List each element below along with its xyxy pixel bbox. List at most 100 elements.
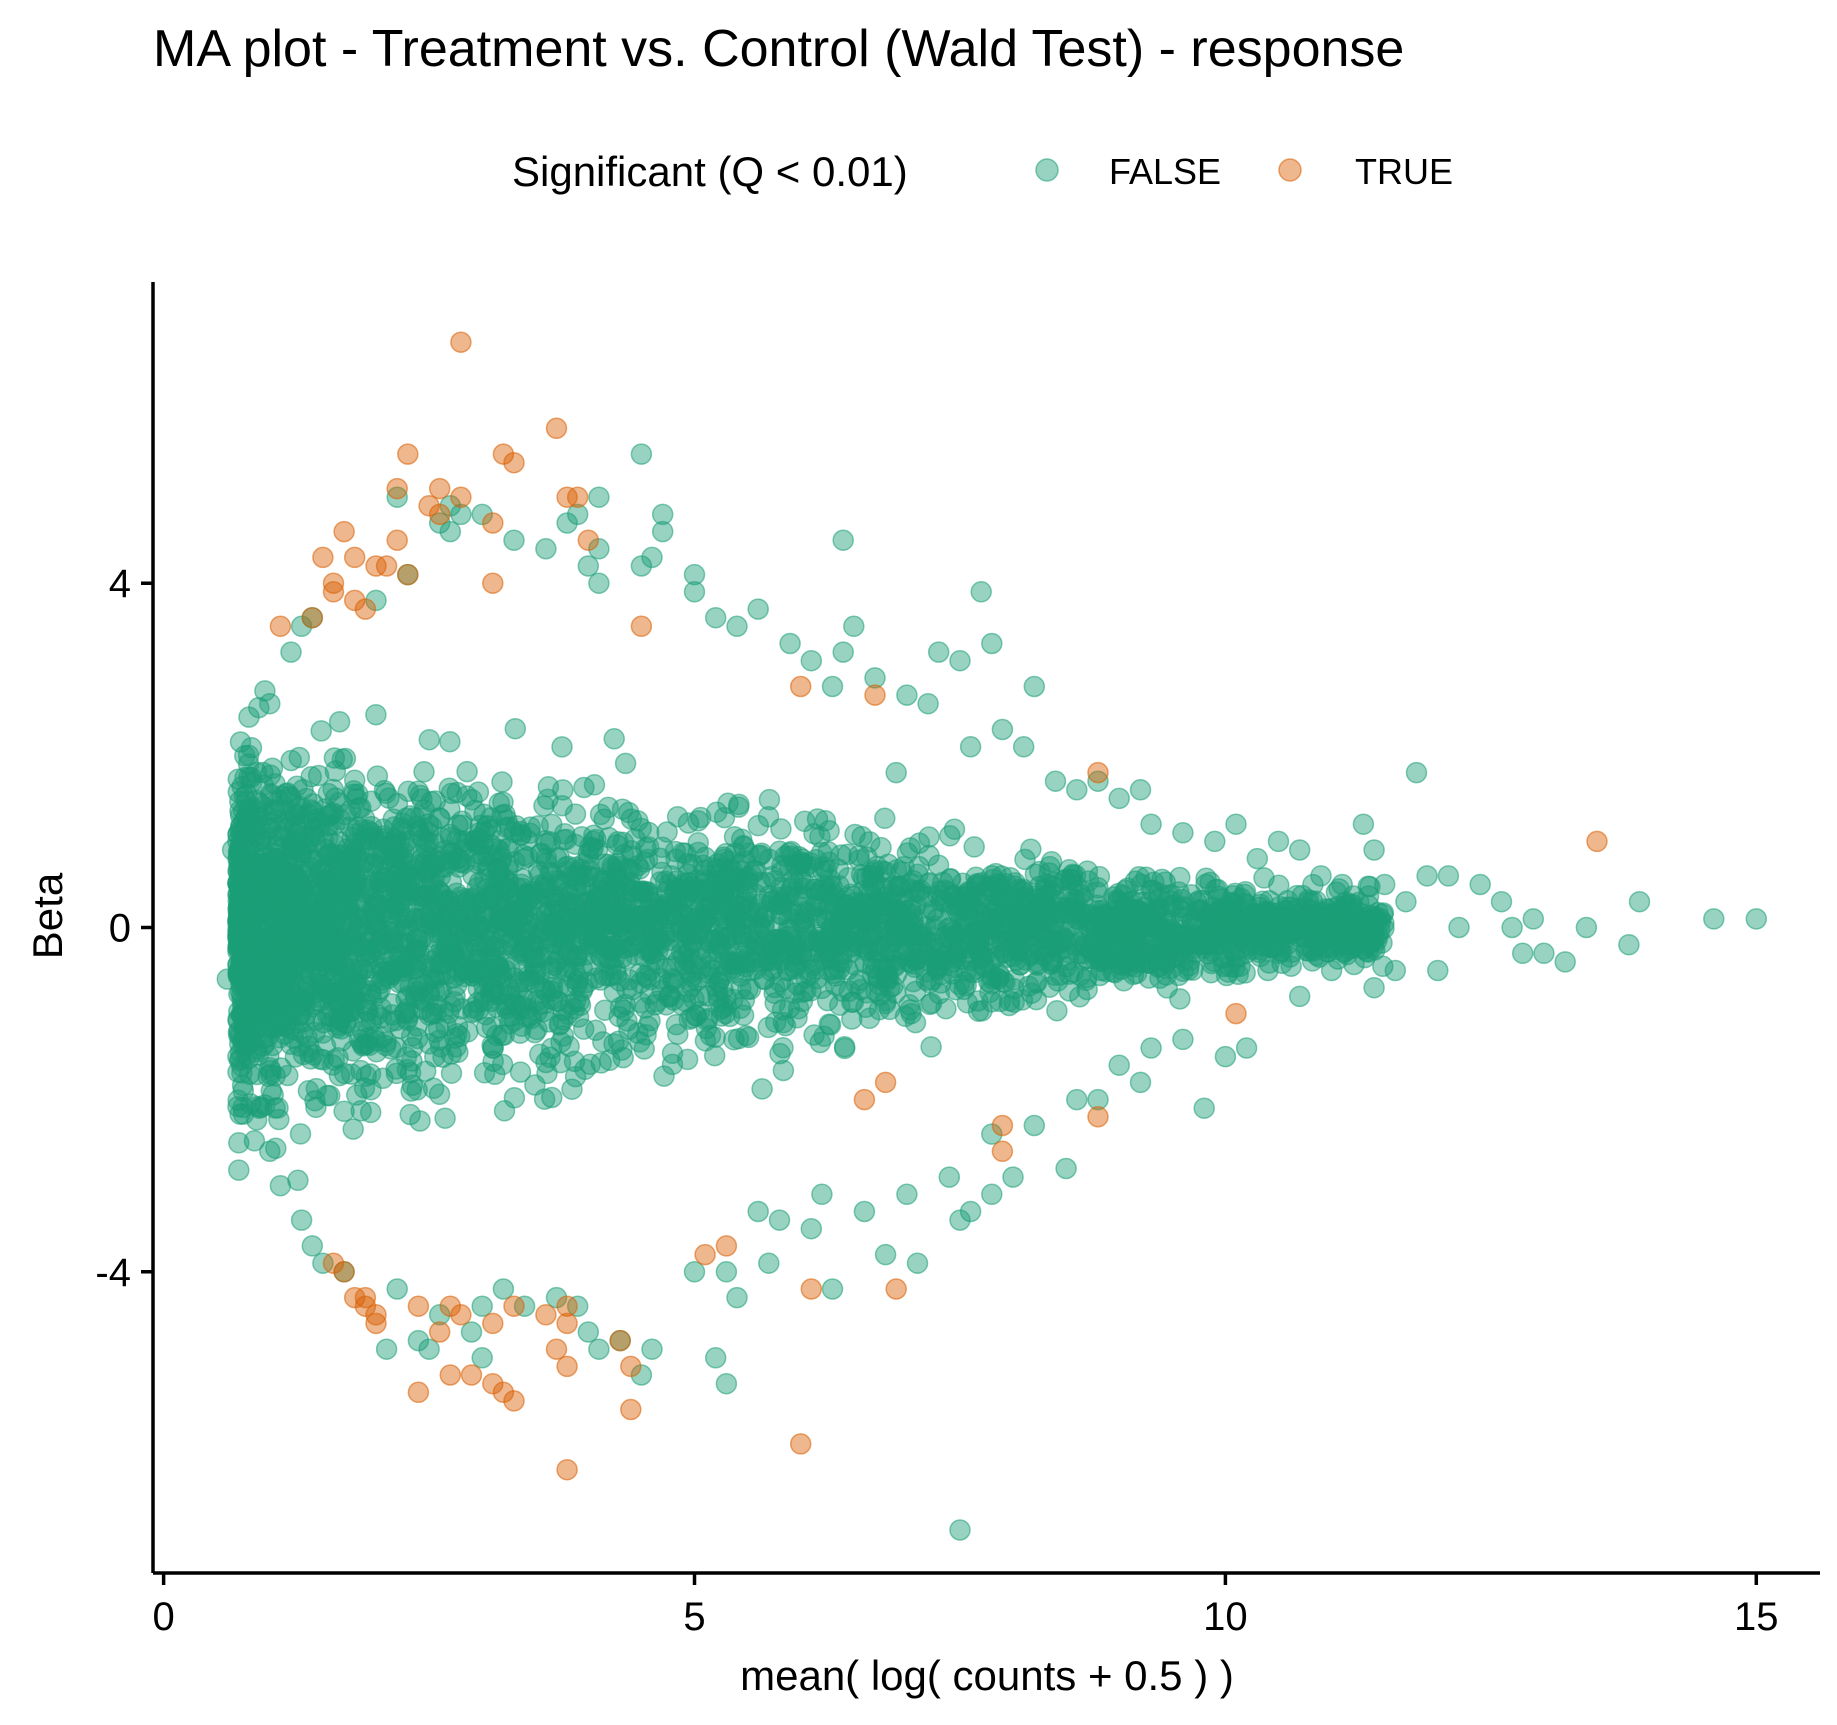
data-point-false [805, 905, 828, 927]
data-point-false [573, 776, 595, 799]
data-point-false [917, 692, 939, 715]
data-point-false [747, 598, 769, 620]
data-point-false [1144, 945, 1166, 967]
data-point-false [1019, 944, 1042, 967]
data-point-false [726, 1286, 748, 1309]
data-point-false [365, 1041, 388, 1063]
data-point-false [747, 912, 769, 934]
data-point-false [267, 789, 290, 812]
data-point-true [1087, 1106, 1109, 1128]
data-point-true [365, 1312, 387, 1335]
data-point-false [1288, 839, 1311, 861]
data-point-false [924, 918, 947, 941]
data-point-false [216, 968, 239, 990]
data-point-false [980, 973, 1002, 995]
data-point-false [811, 1183, 833, 1206]
data-point-false [493, 880, 516, 903]
data-point-false [1618, 933, 1640, 956]
data-point-false [1172, 822, 1194, 844]
data-point-false [817, 840, 839, 863]
data-point-false [795, 980, 817, 1002]
data-point-false [407, 1329, 430, 1352]
data-point-false [577, 555, 600, 577]
data-point-true [301, 606, 324, 629]
data-point-false [950, 885, 972, 908]
data-point-false [425, 1002, 447, 1025]
data-point-false [584, 889, 607, 911]
data-point-false [728, 793, 750, 816]
data-point-false [949, 1519, 971, 1541]
data-point-false [1008, 903, 1030, 925]
data-point-false [484, 1063, 506, 1086]
data-point-false [973, 883, 995, 905]
data-point-false [1352, 813, 1375, 835]
data-point-false [949, 1209, 971, 1231]
data-point-false [1268, 874, 1290, 897]
data-point-false [329, 844, 351, 866]
data-point-false [608, 1005, 630, 1028]
data-point-false [228, 1132, 250, 1154]
data-point-false [430, 850, 453, 873]
data-point-false [896, 1183, 918, 1206]
data-point-false [832, 529, 854, 551]
data-point-false [1041, 952, 1063, 974]
data-point-true [354, 598, 377, 620]
data-point-false [837, 843, 859, 866]
data-point-false [227, 830, 249, 853]
data-point-false [577, 1321, 600, 1343]
data-point-false [659, 985, 681, 1008]
data-point-true [577, 529, 600, 551]
data-point-false [1214, 1045, 1237, 1068]
data-point-false [867, 968, 890, 990]
data-point-false [1575, 916, 1598, 939]
data-point-false [236, 1017, 259, 1040]
data-point-false [422, 1077, 445, 1100]
data-point-false [1310, 865, 1332, 887]
data-point-false [1140, 1037, 1162, 1059]
data-point-false [991, 718, 1014, 741]
data-point-false [1226, 915, 1248, 937]
data-point-false [1275, 899, 1297, 922]
data-point-false [342, 1118, 364, 1140]
data-point-false [1138, 904, 1161, 926]
data-point-false [1193, 1097, 1215, 1119]
y-tick-label: 0 [109, 907, 131, 951]
data-point-false [460, 1321, 483, 1343]
data-point-false [753, 968, 775, 990]
data-point-false [704, 1347, 727, 1369]
data-point-false [715, 865, 737, 888]
data-point-false [715, 987, 738, 1009]
data-point-false [687, 922, 710, 945]
data-point-true [609, 1329, 631, 1352]
data-point-false [959, 736, 982, 758]
data-point-true [715, 1235, 738, 1257]
data-point-false [689, 985, 711, 1007]
data-point-true [428, 503, 451, 526]
data-point-false [757, 805, 780, 828]
data-point-false [439, 520, 462, 543]
data-point-false [264, 1009, 287, 1032]
data-point-true [800, 1278, 823, 1300]
data-point-false [1745, 908, 1768, 930]
data-point-false [259, 1063, 282, 1086]
data-point-false [1198, 931, 1221, 953]
data-point-false [1331, 873, 1353, 896]
data-point-false [360, 907, 383, 930]
data-point-false [737, 1026, 760, 1049]
data-point-false [517, 965, 540, 988]
data-point-false [511, 940, 534, 963]
data-point-true [853, 1088, 876, 1111]
data-point-false [1140, 813, 1162, 835]
data-point-true [545, 417, 568, 440]
data-point-false [768, 1209, 791, 1231]
data-point-false [356, 1000, 378, 1022]
data-point-false [680, 948, 702, 970]
data-point-false [469, 814, 492, 837]
data-point-false [544, 954, 566, 977]
data-point-true [1586, 830, 1608, 853]
data-point-false [492, 1278, 515, 1300]
data-point-false [1312, 929, 1335, 951]
data-point-false [290, 1209, 313, 1231]
data-point-false [237, 744, 260, 767]
data-point-false [335, 975, 358, 997]
